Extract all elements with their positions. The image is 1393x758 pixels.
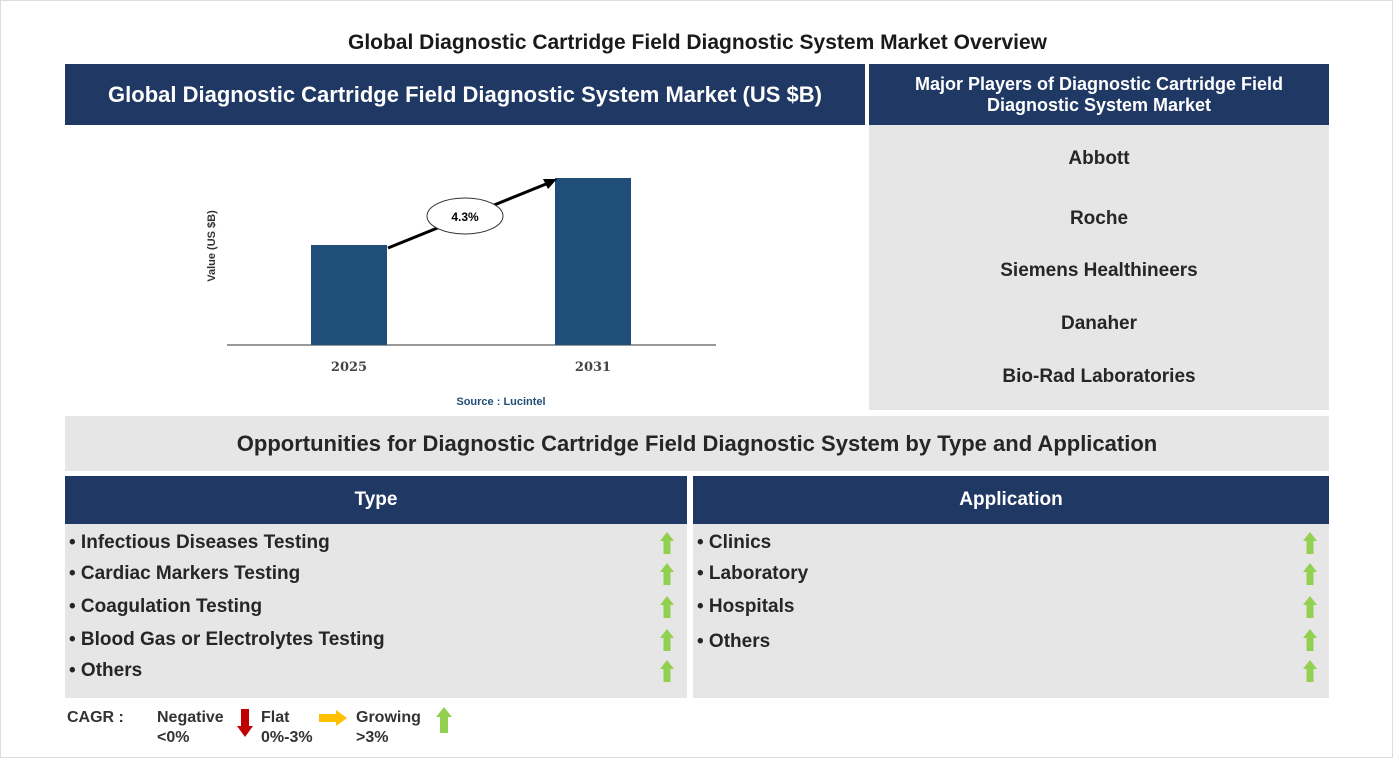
right-arrow-icon <box>319 710 347 726</box>
application-header: Application <box>693 476 1329 524</box>
growing-arrow-icon <box>660 629 674 651</box>
legend-label: CAGR : <box>67 709 124 726</box>
x-tick-label: 2025 <box>331 360 367 375</box>
source-label: Source : Lucintel <box>456 396 545 408</box>
bar-2025 <box>311 245 387 345</box>
up-arrow-icon <box>436 707 452 733</box>
bar-chart: Value (US $B) 2025 2031 4.3% Source : Luc… <box>206 178 716 408</box>
legend-flat: Flat 0%-3% <box>261 708 313 748</box>
legend-growing-range: >3% <box>356 729 389 746</box>
page-title: Global Diagnostic Cartridge Field Diagno… <box>347 31 1048 54</box>
opportunities-header: Opportunities for Diagnostic Cartridge F… <box>65 416 1329 471</box>
arrow-head <box>543 179 557 189</box>
legend-negative-label: Negative <box>157 709 224 726</box>
player-item: Bio-Rad Laboratories <box>1002 366 1196 387</box>
type-header: Type <box>65 476 687 524</box>
growing-arrow-icon <box>1303 596 1317 618</box>
x-tick-label: 2031 <box>575 360 611 375</box>
type-item: • Infectious Diseases Testing <box>69 532 330 553</box>
legend-negative: Negative <0% <box>157 708 224 748</box>
player-item: Siemens Healthineers <box>1000 260 1198 281</box>
growing-arrow-icon <box>1303 563 1317 585</box>
bar-2031 <box>555 178 631 345</box>
type-list: • Infectious Diseases Testing • Cardiac M… <box>65 524 687 698</box>
application-list: • Clinics • Laboratory • Hospitals • Others <box>693 524 1329 698</box>
player-item: Roche <box>1069 208 1129 229</box>
growing-arrow-icon <box>1303 532 1317 554</box>
application-item: • Laboratory <box>697 563 809 584</box>
type-item: • Blood Gas or Electrolytes Testing <box>69 629 385 650</box>
legend-flat-label: Flat <box>261 709 290 726</box>
chart-header: Global Diagnostic Cartridge Field Diagno… <box>65 64 865 125</box>
growing-arrow-icon <box>1303 660 1317 682</box>
type-item: • Coagulation Testing <box>69 596 263 617</box>
legend-negative-range: <0% <box>157 729 190 746</box>
type-item: • Others <box>69 660 143 681</box>
application-item: • Others <box>697 631 771 652</box>
legend-growing-label: Growing <box>356 709 421 726</box>
application-item: • Hospitals <box>697 596 795 617</box>
growing-arrow-icon <box>660 596 674 618</box>
player-item: Abbott <box>1068 148 1130 169</box>
players-header: Major Players of Diagnostic Cartridge Fi… <box>869 64 1329 125</box>
player-item: Danaher <box>1060 313 1138 334</box>
cagr-ellipse <box>426 197 504 235</box>
cagr-label: 4.3% <box>451 210 479 224</box>
legend-flat-range: 0%-3% <box>261 729 313 746</box>
application-item: • Clinics <box>697 532 772 553</box>
growing-arrow-icon <box>660 532 674 554</box>
legend-growing: Growing >3% <box>356 708 421 748</box>
players-list: Abbott Roche Siemens Healthineers Danahe… <box>869 125 1329 410</box>
type-item: • Cardiac Markers Testing <box>69 563 301 584</box>
down-arrow-icon <box>237 709 253 737</box>
growing-arrow-icon <box>660 563 674 585</box>
growing-arrow-icon <box>1303 629 1317 651</box>
growing-arrow-icon <box>660 660 674 682</box>
y-axis-label: Value (US $B) <box>206 210 218 282</box>
